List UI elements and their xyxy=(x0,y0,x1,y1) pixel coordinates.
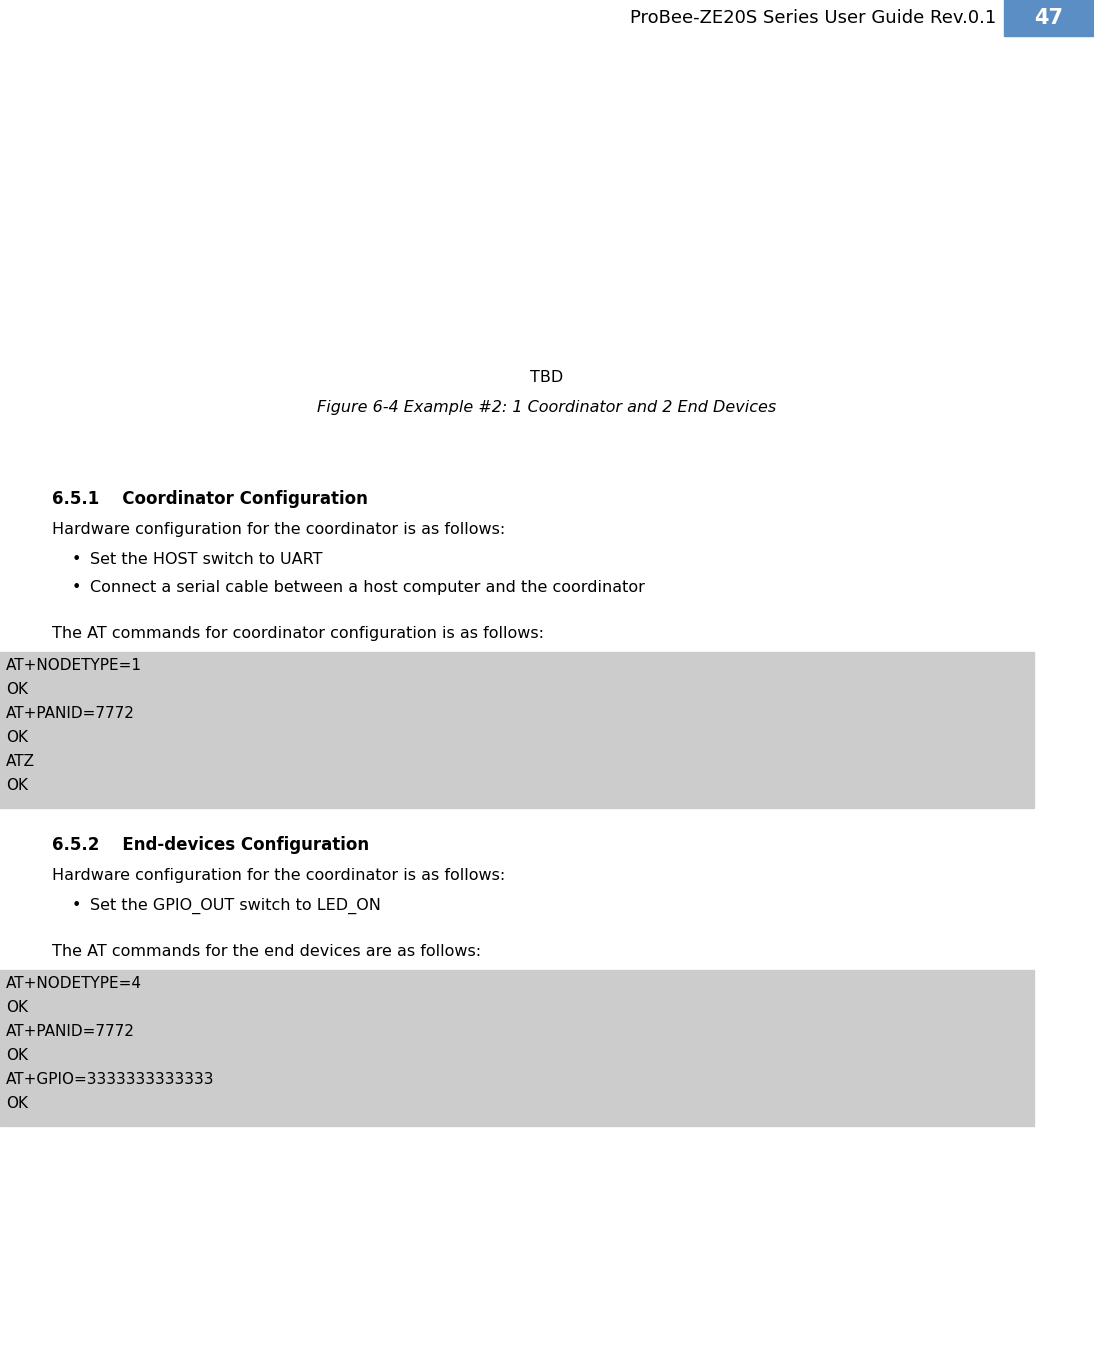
Text: OK: OK xyxy=(5,681,28,696)
Text: Hardware configuration for the coordinator is as follows:: Hardware configuration for the coordinat… xyxy=(53,868,505,883)
Text: Set the GPIO_OUT switch to LED_ON: Set the GPIO_OUT switch to LED_ON xyxy=(90,898,381,914)
Text: 6.5.2    End-devices Configuration: 6.5.2 End-devices Configuration xyxy=(53,836,369,854)
Text: •: • xyxy=(72,552,81,567)
Text: The AT commands for the end devices are as follows:: The AT commands for the end devices are … xyxy=(53,944,481,959)
Text: ATZ: ATZ xyxy=(5,753,35,768)
Text: Set the HOST switch to UART: Set the HOST switch to UART xyxy=(90,552,323,567)
Text: 6.5.1    Coordinator Configuration: 6.5.1 Coordinator Configuration xyxy=(53,490,368,509)
Text: OK: OK xyxy=(5,778,28,793)
Text: TBD: TBD xyxy=(531,370,563,385)
Text: Hardware configuration for the coordinator is as follows:: Hardware configuration for the coordinat… xyxy=(53,522,505,537)
Text: AT+PANID=7772: AT+PANID=7772 xyxy=(5,1024,135,1039)
Text: OK: OK xyxy=(5,730,28,745)
Text: OK: OK xyxy=(5,1096,28,1111)
Text: •: • xyxy=(72,898,81,913)
Text: AT+NODETYPE=1: AT+NODETYPE=1 xyxy=(5,658,142,673)
Text: ProBee-ZE20S Series User Guide Rev.0.1: ProBee-ZE20S Series User Guide Rev.0.1 xyxy=(630,10,996,27)
Bar xyxy=(1004,0,1094,35)
Text: OK: OK xyxy=(5,1000,28,1015)
Text: The AT commands for coordinator configuration is as follows:: The AT commands for coordinator configur… xyxy=(53,626,544,641)
Text: AT+GPIO=3333333333333: AT+GPIO=3333333333333 xyxy=(5,1072,214,1087)
Bar xyxy=(0,970,1034,1126)
Text: Connect a serial cable between a host computer and the coordinator: Connect a serial cable between a host co… xyxy=(90,579,644,596)
Text: OK: OK xyxy=(5,1049,28,1064)
Text: •: • xyxy=(72,579,81,596)
Text: AT+NODETYPE=4: AT+NODETYPE=4 xyxy=(5,976,142,991)
Text: Figure 6-4 Example #2: 1 Coordinator and 2 End Devices: Figure 6-4 Example #2: 1 Coordinator and… xyxy=(317,400,777,415)
Text: 47: 47 xyxy=(1035,8,1063,29)
Text: AT+PANID=7772: AT+PANID=7772 xyxy=(5,706,135,721)
Bar xyxy=(0,651,1034,808)
